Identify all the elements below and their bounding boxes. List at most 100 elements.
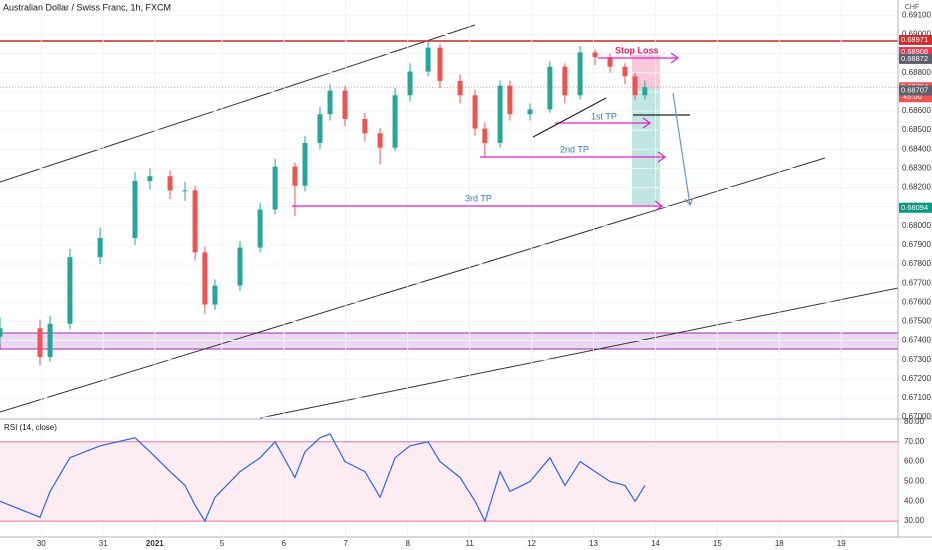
candle-body <box>182 190 188 192</box>
candle-body <box>147 176 153 181</box>
x-tick-label: 8 <box>405 539 410 548</box>
y-tick-label: 30.00 <box>904 516 925 525</box>
candle-body <box>622 66 628 77</box>
candle-body <box>457 80 463 96</box>
candle-body <box>272 166 278 210</box>
candle-body <box>327 90 333 115</box>
y-tick-label: 0.68000 <box>902 221 931 230</box>
rsi-title: RSI (14, close) <box>4 423 57 432</box>
x-tick-label: 11 <box>465 539 474 548</box>
candle-body <box>67 257 73 324</box>
candle-body <box>497 85 503 143</box>
y-tick-label: 0.69100 <box>902 10 931 19</box>
price-tag <box>899 47 932 58</box>
y-tick-label: 0.67900 <box>902 240 931 249</box>
countdown: 45:00 <box>903 92 922 101</box>
price-tag <box>899 202 932 213</box>
x-tick-label: 12 <box>527 539 536 548</box>
candle-body <box>292 166 298 186</box>
y-tick-label: 40.00 <box>904 496 925 505</box>
y-tick-label: 0.68400 <box>902 144 931 153</box>
candle-body <box>562 66 568 96</box>
channel-lower <box>0 157 826 413</box>
candle-body <box>437 47 443 81</box>
rsi-band <box>0 441 898 522</box>
x-tick-label: 7 <box>344 539 349 548</box>
candle-body <box>607 57 613 67</box>
y-tick-label: 0.67500 <box>902 317 931 326</box>
price-tag <box>899 85 932 96</box>
candle-body <box>342 90 348 120</box>
x-tick-label: 14 <box>651 539 660 548</box>
y-tick-label: 0.68600 <box>902 106 931 115</box>
channel-upper <box>0 24 476 183</box>
candle-body <box>632 76 638 96</box>
price-tag-label: 0.68707 <box>901 85 928 94</box>
currency: CHF <box>905 4 919 11</box>
x-tick-label: 31 <box>99 539 108 548</box>
annotation: 1st TP <box>591 111 617 121</box>
x-tick-label: 30 <box>37 539 46 548</box>
y-tick-label: 0.68300 <box>902 163 931 172</box>
candle-body <box>392 95 398 148</box>
tp2-arrow <box>480 151 667 163</box>
y-tick-label: 70.00 <box>904 437 925 446</box>
segments <box>532 97 690 138</box>
candle-body <box>482 128 488 143</box>
candle-body <box>317 114 323 143</box>
candle-body <box>302 142 308 186</box>
drawings-front <box>292 52 694 212</box>
y-tick-label: 0.67200 <box>902 374 931 383</box>
x-tick-label: 18 <box>775 539 784 548</box>
sl-arrow <box>598 52 680 64</box>
candle-body <box>37 328 43 358</box>
y-tick-label: 50.00 <box>904 477 925 486</box>
x-tick-label: 15 <box>713 539 722 548</box>
y-tick-label: 60.00 <box>904 457 925 466</box>
candle-body <box>472 95 478 129</box>
y-tick-label: 0.68800 <box>902 68 931 77</box>
x-tick-label: 6 <box>282 539 287 548</box>
trend-line <box>259 287 899 419</box>
x-tick-label: 19 <box>837 539 846 548</box>
price-tag <box>899 34 932 45</box>
y-tick-label: 0.67400 <box>902 336 931 345</box>
y-tick-label: 0.67100 <box>902 393 931 402</box>
y-tick-label: 80.00 <box>904 417 925 426</box>
candle-body <box>97 238 103 258</box>
chart-title: Australian Dollar / Swiss Franc, 1h, FXC… <box>3 2 171 12</box>
y-tick-label: 0.69000 <box>902 30 931 39</box>
price-tag <box>899 53 932 64</box>
candle-body <box>592 52 598 58</box>
y-tick-label: 0.67000 <box>902 412 931 421</box>
candle-body <box>167 176 173 191</box>
candle-body <box>642 87 648 96</box>
annotation: Stop Loss <box>615 45 659 55</box>
annotation: 3rd TP <box>465 193 492 203</box>
candle-body <box>507 85 513 115</box>
price-pane <box>0 0 898 537</box>
price-tag-label: 0.68908 <box>901 47 928 56</box>
price-tag-label: 0.68872 <box>901 54 928 63</box>
y-tick-label: 0.67300 <box>902 355 931 364</box>
price-tag-label: 0.68971 <box>901 35 928 44</box>
x-tick-label: 13 <box>589 539 598 548</box>
candle-body <box>425 47 431 72</box>
candle-body <box>192 190 198 253</box>
y-tick-label: 0.67800 <box>902 259 931 268</box>
candle-body <box>362 119 368 134</box>
y-tick-label: 0.67700 <box>902 278 931 287</box>
y-tick-label: 0.68500 <box>902 125 931 134</box>
candle-body <box>212 285 218 305</box>
candle-body <box>577 52 583 96</box>
candle-body <box>132 180 138 239</box>
candle-body <box>202 252 208 305</box>
candle-body <box>407 71 413 96</box>
candle-body <box>377 133 383 148</box>
y-tick-label: 0.68200 <box>902 183 931 192</box>
candle-body <box>237 247 243 286</box>
annotation: 2nd TP <box>560 144 589 154</box>
y-tick-label: 0.67600 <box>902 297 931 306</box>
tp3-arrow <box>292 200 664 212</box>
